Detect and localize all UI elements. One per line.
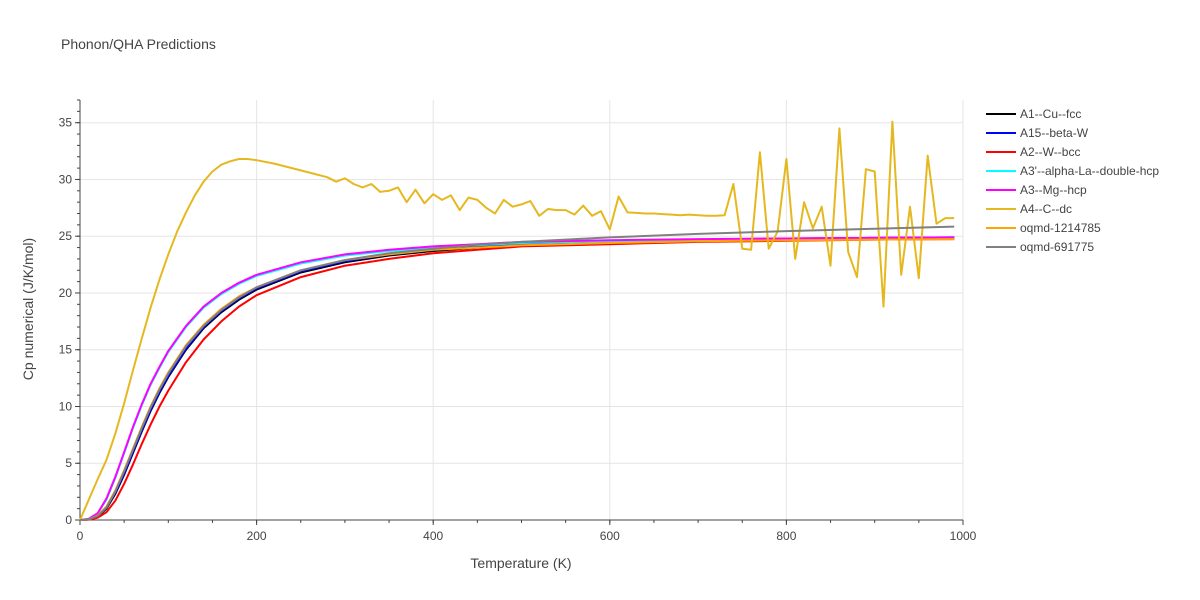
- legend-label: A3'--alpha-La--double-hcp: [1020, 164, 1159, 178]
- y-tick-label: 5: [65, 456, 72, 470]
- legend-item[interactable]: A3--Mg--hcp: [986, 183, 1087, 197]
- axes: 0 200 400 600 800 1000 0 5 10 15 20 25 30 35: [59, 99, 977, 543]
- grid: [80, 100, 964, 520]
- series-line-5[interactable]: [79, 120, 955, 521]
- legend-item[interactable]: oqmd-691775: [986, 240, 1094, 254]
- legend-label: oqmd-1214785: [1020, 221, 1101, 235]
- legend-label: A3--Mg--hcp: [1020, 183, 1087, 197]
- legend-item[interactable]: A1--Cu--fcc: [986, 107, 1081, 121]
- y-tick-label: 20: [59, 286, 73, 300]
- series-line-2[interactable]: [79, 238, 955, 521]
- x-tick-label: 400: [423, 529, 443, 543]
- legend-label: oqmd-691775: [1020, 240, 1094, 254]
- series-line-4[interactable]: [79, 236, 955, 521]
- y-tick-label: 0: [65, 513, 72, 527]
- y-axis-title: Cp numerical (J/K/mol): [20, 238, 36, 380]
- y-tick-label: 10: [59, 399, 73, 413]
- series-line-3[interactable]: [79, 236, 955, 521]
- x-tick-label: 200: [247, 529, 267, 543]
- x-tick-label: 800: [776, 529, 796, 543]
- legend-item[interactable]: oqmd-1214785: [986, 221, 1101, 235]
- x-tick-label: 600: [600, 529, 620, 543]
- x-tick-label: 0: [77, 529, 84, 543]
- series-line-0[interactable]: [79, 236, 955, 521]
- y-tick-label: 15: [59, 343, 73, 357]
- legend-item[interactable]: A2--W--bcc: [986, 145, 1080, 159]
- series-group: [79, 120, 955, 521]
- legend-item[interactable]: A3'--alpha-La--double-hcp: [986, 164, 1159, 178]
- y-tick-label: 25: [59, 229, 73, 243]
- y-tick-label: 35: [59, 116, 73, 130]
- series-line-7[interactable]: [79, 225, 955, 521]
- series-line-1[interactable]: [79, 236, 955, 521]
- legend[interactable]: A1--Cu--fcc A15--beta-W A2--W--bcc A3'--alp…: [986, 107, 1159, 254]
- legend-item[interactable]: A15--beta-W: [986, 126, 1089, 140]
- legend-label: A15--beta-W: [1020, 126, 1089, 140]
- legend-label: A1--Cu--fcc: [1020, 107, 1081, 121]
- legend-label: A2--W--bcc: [1020, 145, 1080, 159]
- x-axis-title: Temperature (K): [470, 555, 571, 571]
- y-tick-label: 30: [59, 172, 73, 186]
- series-line-6[interactable]: [79, 238, 955, 521]
- chart-title: Phonon/QHA Predictions: [61, 36, 216, 52]
- legend-item[interactable]: A4--C--dc: [986, 202, 1072, 216]
- x-tick-label: 1000: [950, 529, 977, 543]
- legend-label: A4--C--dc: [1020, 202, 1072, 216]
